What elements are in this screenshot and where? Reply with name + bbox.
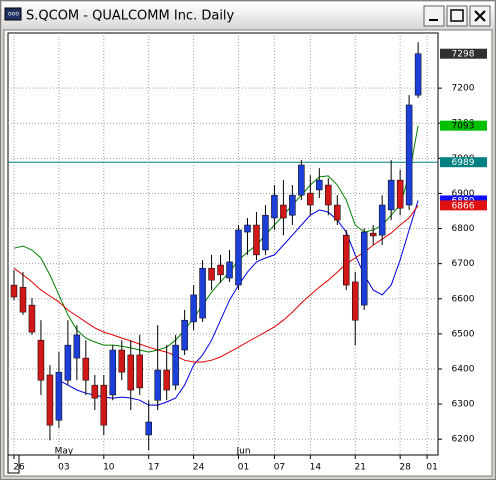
candle-body (387, 179, 395, 211)
candle-body (262, 214, 269, 251)
y-tick-label: 6200 (452, 435, 475, 445)
candle-body (82, 357, 90, 381)
candle-body (163, 369, 170, 391)
candle-body (118, 349, 126, 373)
minimize-button[interactable] (423, 5, 445, 27)
x-tick-label: 10 (103, 463, 115, 473)
candle-body (127, 354, 134, 391)
candle-body (46, 374, 54, 426)
x-tick-label: 14 (310, 463, 322, 473)
candle-body (172, 344, 179, 386)
y-tick-label: 7200 (452, 84, 475, 94)
candle-body (405, 104, 413, 206)
candle-body (109, 349, 117, 396)
candle-body (136, 354, 143, 389)
price-label: 7298 (452, 50, 475, 60)
title-bar (2, 2, 494, 29)
candle-body (351, 281, 359, 321)
x-tick-label: 03 (58, 463, 69, 473)
app-icon-glyph: ooo (8, 11, 19, 18)
candle-body (190, 294, 197, 323)
candle-body (73, 334, 81, 359)
candle-body (100, 384, 108, 426)
y-tick-label: 6800 (452, 224, 475, 234)
x-tick-label: 28 (399, 463, 411, 473)
moving-average (13, 205, 419, 363)
candle-body (217, 264, 224, 276)
x-tick-label: 01 (426, 463, 437, 473)
price-label: 6866 (452, 201, 475, 211)
candle-body (208, 267, 215, 281)
candle-body (199, 267, 206, 319)
candle-body (369, 232, 377, 237)
price-box (440, 157, 487, 168)
y-tick-label: 6500 (452, 329, 475, 339)
candle-body (145, 421, 152, 436)
month-label: May (55, 447, 74, 457)
candle-body (414, 53, 422, 96)
candle-body (91, 384, 99, 399)
price-label: 7093 (452, 122, 475, 132)
candle-body (235, 229, 242, 286)
candle-body (378, 204, 386, 236)
y-tick-label: 6900 (452, 189, 475, 199)
x-tick-label: 07 (274, 463, 285, 473)
candle-body (280, 204, 287, 219)
y-tick-label: 6700 (452, 259, 475, 269)
x-tick-label: 17 (148, 463, 159, 473)
candle-body (360, 231, 368, 306)
candle-body (244, 224, 251, 233)
price-label: 6989 (452, 158, 475, 168)
candle-body (343, 234, 350, 286)
price-box (440, 48, 487, 59)
month-label: Jun (235, 447, 250, 457)
candle-body (298, 164, 305, 196)
x-tick-label: 24 (193, 463, 205, 473)
candle-body (289, 194, 296, 216)
x-tick-label: 01 (238, 463, 249, 473)
candle-body (334, 204, 341, 221)
candle-body (325, 184, 332, 206)
candle-body (253, 224, 260, 256)
candle-body (28, 304, 36, 333)
x-tick-label: 26 (13, 463, 25, 473)
maximize-glyph (450, 9, 464, 22)
candle-body (316, 179, 323, 191)
candle-body (19, 286, 27, 313)
candle-body (181, 319, 188, 351)
moving-average (13, 125, 419, 353)
price-box (440, 120, 487, 131)
window-title: S.QCOM - QUALCOMM Inc. Daily (26, 9, 235, 24)
price-box (440, 200, 487, 211)
minimize-box[interactable] (423, 5, 445, 27)
y-tick-label: 6400 (452, 364, 475, 374)
maximize-button[interactable] (446, 5, 468, 27)
candle-body (154, 369, 161, 401)
candle-body (37, 339, 45, 381)
y-tick-label: 6300 (452, 400, 475, 410)
app-icon (4, 7, 22, 21)
candle-body (307, 192, 314, 206)
maximize-box[interactable] (446, 5, 468, 27)
candle-body (271, 194, 278, 219)
candle-body (10, 284, 18, 298)
candle-body (55, 371, 63, 421)
close-button[interactable] (469, 5, 491, 27)
y-tick-label: 6600 (452, 294, 475, 304)
candle-body (396, 179, 404, 209)
candle-body (226, 261, 233, 279)
close-glyph (474, 10, 486, 22)
x-tick-label: 21 (355, 463, 366, 473)
plot: 6200630064006500660067006800690070007100… (8, 33, 487, 473)
candle-body (64, 344, 72, 381)
